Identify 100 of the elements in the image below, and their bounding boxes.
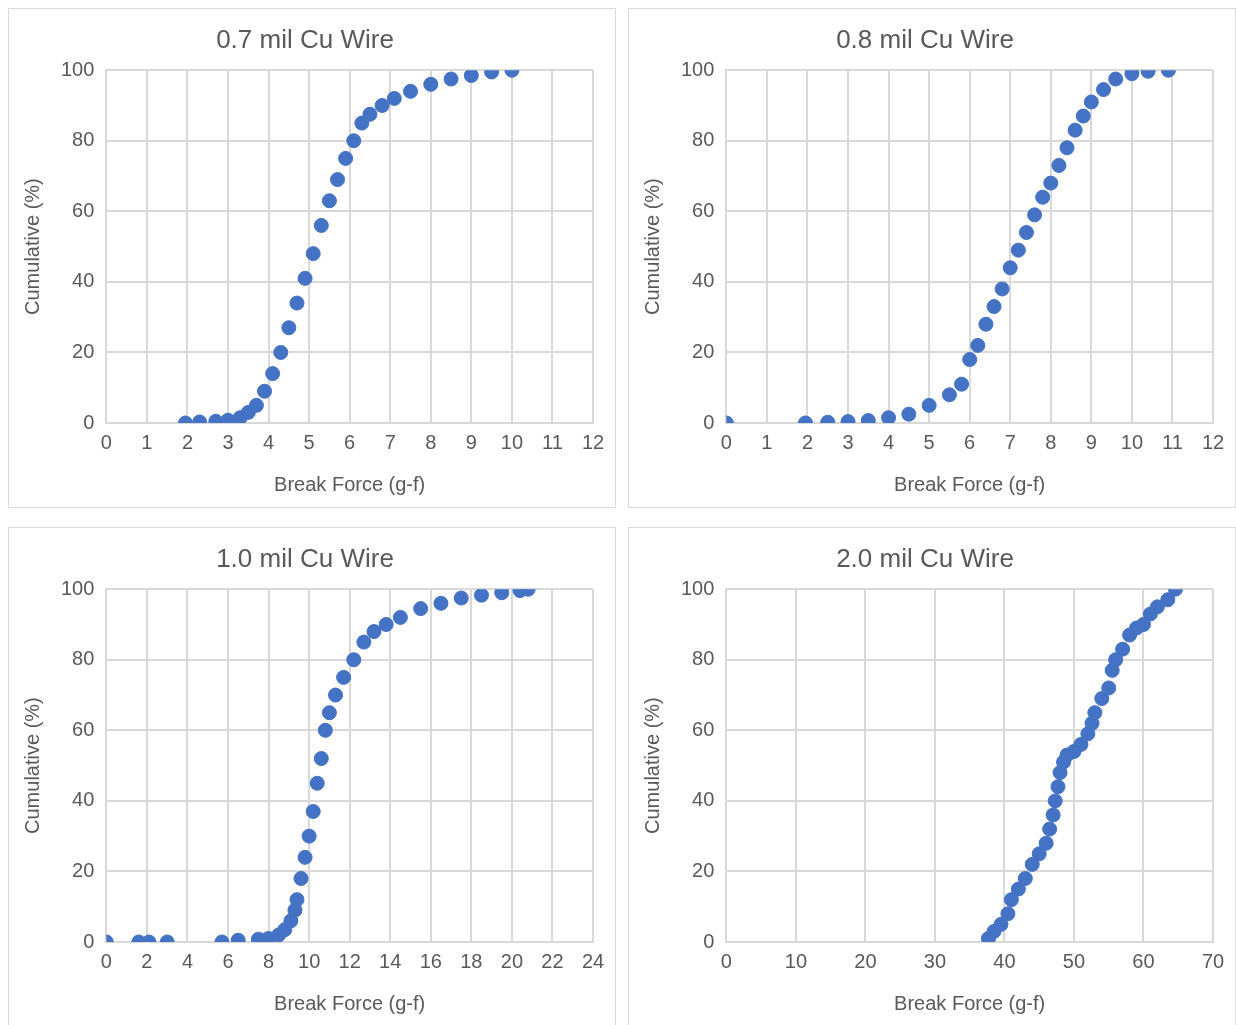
chart-title: 0.8 mil Cu Wire xyxy=(836,23,1014,54)
point xyxy=(378,616,394,632)
x-tick-label: 4 xyxy=(883,430,895,453)
point xyxy=(1010,881,1026,897)
point xyxy=(453,590,469,606)
y-tick-label: 20 xyxy=(692,339,715,362)
y-tick-label: 40 xyxy=(692,269,715,292)
x-tick-label: 12 xyxy=(338,949,361,972)
x-tick-label: 60 xyxy=(1132,949,1155,972)
chart-title: 0.7 mil Cu Wire xyxy=(216,23,394,54)
point xyxy=(1160,592,1176,608)
x-tick-label: 8 xyxy=(263,949,275,972)
point xyxy=(954,376,970,392)
x-tick-label: 30 xyxy=(923,949,947,972)
point xyxy=(1087,705,1103,721)
x-tick-label: 10 xyxy=(298,949,321,972)
x-tick-label: 11 xyxy=(1162,430,1183,453)
point xyxy=(1094,691,1110,707)
chart-title: 1.0 mil Cu Wire xyxy=(216,542,394,573)
y-tick-label: 100 xyxy=(680,576,715,599)
point xyxy=(248,397,264,413)
point xyxy=(1010,242,1026,258)
point xyxy=(374,97,390,113)
x-axis-title: Break Force (g-f) xyxy=(274,991,426,1014)
point xyxy=(317,722,333,738)
point xyxy=(1075,108,1091,124)
point xyxy=(289,295,305,311)
point xyxy=(413,601,429,617)
x-tick-label: 0 xyxy=(100,430,112,453)
x-tick-label: 3 xyxy=(222,430,234,453)
x-tick-label: 10 xyxy=(500,430,524,453)
point xyxy=(1115,641,1131,657)
point xyxy=(336,669,352,685)
point xyxy=(1031,846,1047,862)
y-tick-label: 0 xyxy=(83,929,95,952)
point xyxy=(1047,793,1063,809)
point xyxy=(403,83,419,99)
point xyxy=(1018,224,1034,240)
y-tick-label: 80 xyxy=(72,128,95,151)
point xyxy=(1045,807,1061,823)
x-tick-label: 0 xyxy=(720,430,732,453)
point xyxy=(321,705,337,721)
x-tick-label: 22 xyxy=(541,949,564,972)
point xyxy=(366,624,382,640)
y-axis-title: Cumulative (%) xyxy=(640,178,663,315)
x-tick-label: 2 xyxy=(181,430,194,453)
point xyxy=(423,76,439,92)
x-tick-label: 6 xyxy=(222,949,234,972)
point xyxy=(962,352,978,367)
point xyxy=(297,849,313,865)
y-tick-label: 20 xyxy=(72,339,95,362)
point xyxy=(1108,71,1124,87)
x-tick-label: 2 xyxy=(801,430,814,453)
point xyxy=(1003,892,1019,908)
y-tick-label: 20 xyxy=(692,858,715,881)
point xyxy=(463,70,479,83)
x-tick-label: 9 xyxy=(1085,430,1097,453)
y-axis-title: Cumulative (%) xyxy=(640,697,663,834)
point xyxy=(257,383,273,399)
point xyxy=(1096,82,1112,98)
x-tick-label: 0 xyxy=(100,949,112,972)
x-tick-label: 0 xyxy=(720,949,732,972)
point xyxy=(297,270,313,286)
y-tick-label: 0 xyxy=(703,929,715,952)
point xyxy=(978,316,994,332)
point xyxy=(305,803,321,819)
point xyxy=(1083,94,1099,110)
point xyxy=(1017,871,1033,886)
x-tick-label: 7 xyxy=(384,430,396,453)
x-tick-label: 20 xyxy=(854,949,877,972)
x-tick-label: 50 xyxy=(1062,949,1086,972)
y-tick-label: 60 xyxy=(72,198,95,221)
point xyxy=(281,320,297,336)
point xyxy=(362,106,378,122)
point xyxy=(293,871,309,886)
y-tick-label: 100 xyxy=(60,57,95,80)
x-tick-label: 18 xyxy=(460,949,483,972)
y-tick-label: 40 xyxy=(692,788,715,811)
point xyxy=(313,751,329,767)
y-tick-label: 80 xyxy=(72,647,95,670)
y-tick-label: 0 xyxy=(703,410,715,433)
y-axis-title: Cumulative (%) xyxy=(20,697,43,834)
point xyxy=(901,406,917,422)
point xyxy=(433,595,449,611)
point xyxy=(443,71,459,87)
x-tick-label: 40 xyxy=(993,949,1016,972)
point xyxy=(921,397,937,413)
x-tick-label: 10 xyxy=(784,949,808,972)
point xyxy=(1043,175,1059,191)
point xyxy=(1035,189,1051,205)
point xyxy=(1027,207,1043,223)
point xyxy=(346,652,362,668)
y-tick-label: 40 xyxy=(72,269,95,292)
point xyxy=(330,172,346,188)
x-tick-label: 8 xyxy=(425,430,437,453)
point xyxy=(301,828,317,844)
x-tick-label: 12 xyxy=(1201,430,1225,453)
x-tick-label: 3 xyxy=(842,430,854,453)
point xyxy=(994,281,1010,297)
point xyxy=(1067,122,1083,138)
